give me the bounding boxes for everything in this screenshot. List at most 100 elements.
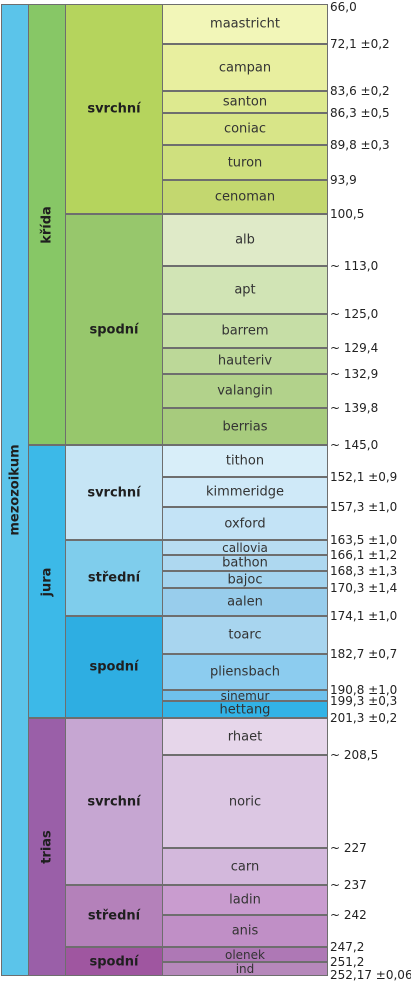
age-value: ~ 242 xyxy=(330,908,367,922)
stage-barrem: barrem xyxy=(162,314,328,348)
stage-ind: ind xyxy=(162,962,328,976)
stage-alb: alb xyxy=(162,214,328,266)
stage-olenek-label: olenek xyxy=(225,947,265,962)
age-value: ~ 237 xyxy=(330,878,367,892)
stage-ladin-label: ladin xyxy=(229,892,261,908)
age-value: 201,3 ±0,2 xyxy=(330,711,398,725)
epoch-cell: spodní xyxy=(65,947,163,976)
stage-noric: noric xyxy=(162,755,328,848)
age-value: ~ 208,5 xyxy=(330,748,379,762)
epoch-cell-label: svrchní xyxy=(87,794,141,809)
epoch-cell: střední xyxy=(65,885,163,947)
age-value: 66,0 xyxy=(330,0,357,14)
stage-hettang: hettang xyxy=(162,701,328,718)
stage-cenoman: cenoman xyxy=(162,180,328,214)
stage-alb-label: alb xyxy=(235,232,255,248)
stage-bajoc-label: bajoc xyxy=(227,572,263,587)
stage-anis: anis xyxy=(162,915,328,947)
period-jura: jura xyxy=(28,445,66,718)
stage-berrias-label: berrias xyxy=(222,419,268,434)
epoch-cell-label: spodní xyxy=(89,659,139,675)
stage-cenoman-label: cenoman xyxy=(214,189,276,205)
stage-olenek: olenek xyxy=(162,947,328,962)
stage-anis-label: anis xyxy=(231,923,259,939)
stage-tithon-label: tithon xyxy=(225,453,265,469)
age-value: ~ 145,0 xyxy=(330,438,379,452)
stage-bathon: bathon xyxy=(162,555,328,571)
age-value: ~ 132,9 xyxy=(330,367,379,381)
stage-toarc-label: toarc xyxy=(228,627,262,643)
stage-pliensbach-label: pliensbach xyxy=(209,664,281,680)
age-value: 182,7 ±0,7 xyxy=(330,647,398,661)
period-trias-label: trias xyxy=(39,830,55,864)
epoch-cell: svrchní xyxy=(65,4,163,214)
stage-callovia: callovia xyxy=(162,540,328,555)
epoch-cell-label: svrchní xyxy=(87,101,141,117)
age-value: 163,5 ±1,0 xyxy=(330,533,398,547)
age-value: 251,2 xyxy=(330,955,365,969)
stage-callovia-label: callovia xyxy=(222,540,268,555)
stage-carn: carn xyxy=(162,848,328,885)
stage-hettang-label: hettang xyxy=(219,702,271,717)
stage-apt: apt xyxy=(162,266,328,314)
stage-noric-label: noric xyxy=(228,794,262,809)
age-value: 152,1 ±0,9 xyxy=(330,470,398,484)
stage-berrias: berrias xyxy=(162,408,328,445)
epoch-cell: svrchní xyxy=(65,445,163,540)
age-value: 190,8 ±1,0 xyxy=(330,683,398,697)
stage-rhaet-label: rhaet xyxy=(227,729,263,744)
epoch-cell: spodní xyxy=(65,616,163,718)
stage-bajoc: bajoc xyxy=(162,571,328,588)
stage-oxford: oxford xyxy=(162,507,328,540)
age-value: 89,8 ±0,3 xyxy=(330,138,390,152)
stage-sinemur-label: sinemur xyxy=(220,688,270,703)
stage-kimmeridge-label: kimmeridge xyxy=(206,484,284,500)
age-value: ~ 113,0 xyxy=(330,259,379,273)
stage-coniac: coniac xyxy=(162,113,328,145)
epoch-cell-label: střední xyxy=(87,570,141,586)
age-value: 83,6 ±0,2 xyxy=(330,84,390,98)
period-krida: křída xyxy=(28,4,66,445)
stage-valangin: valangin xyxy=(162,374,328,408)
period-trias: trias xyxy=(28,718,66,976)
stage-hauteriv: hauteriv xyxy=(162,348,328,374)
epoch-cell-label: spodní xyxy=(89,954,139,969)
stage-ind-label: ind xyxy=(235,962,255,976)
age-value: 252,17 ±0,06 xyxy=(330,968,411,982)
stage-apt-label: apt xyxy=(234,282,256,298)
stage-aalen-label: aalen xyxy=(227,594,263,610)
age-value: 100,5 xyxy=(330,207,365,221)
epoch-cell-label: střední xyxy=(87,908,141,924)
stage-rhaet: rhaet xyxy=(162,718,328,755)
epoch-cell: svrchní xyxy=(65,718,163,885)
stage-turon: turon xyxy=(162,145,328,180)
stage-pliensbach: pliensbach xyxy=(162,654,328,690)
age-value: 247,2 xyxy=(330,940,365,954)
stage-maastricht: maastricht xyxy=(162,4,328,44)
epoch-cell-label: spodní xyxy=(89,322,139,337)
stage-tithon: tithon xyxy=(162,445,328,477)
stage-sinemur: sinemur xyxy=(162,688,328,703)
stage-toarc: toarc xyxy=(162,616,328,654)
age-value: ~ 227 xyxy=(330,841,367,855)
stage-valangin-label: valangin xyxy=(217,383,273,399)
epoch-cell: střední xyxy=(65,540,163,616)
age-value: 72,1 ±0,2 xyxy=(330,37,390,51)
stage-coniac-label: coniac xyxy=(223,121,267,137)
age-value: ~ 139,8 xyxy=(330,401,379,415)
age-value: 199,3 ±0,3 xyxy=(330,694,398,708)
age-value: ~ 129,4 xyxy=(330,341,379,355)
epoch-cell-label: svrchní xyxy=(87,485,141,500)
stage-kimmeridge: kimmeridge xyxy=(162,477,328,507)
age-value: 93,9 xyxy=(330,173,357,187)
stage-turon-label: turon xyxy=(227,155,263,170)
period-jura-label: jura xyxy=(39,567,55,596)
age-value: 157,3 ±1,0 xyxy=(330,500,398,514)
stage-santon-label: santon xyxy=(222,94,268,110)
age-value: 174,1 ±1,0 xyxy=(330,609,398,623)
age-value: 168,3 ±1,3 xyxy=(330,564,398,578)
age-value: ~ 125,0 xyxy=(330,307,379,321)
stage-santon: santon xyxy=(162,91,328,113)
age-value: 86,3 ±0,5 xyxy=(330,106,390,120)
stage-oxford-label: oxford xyxy=(224,516,266,531)
